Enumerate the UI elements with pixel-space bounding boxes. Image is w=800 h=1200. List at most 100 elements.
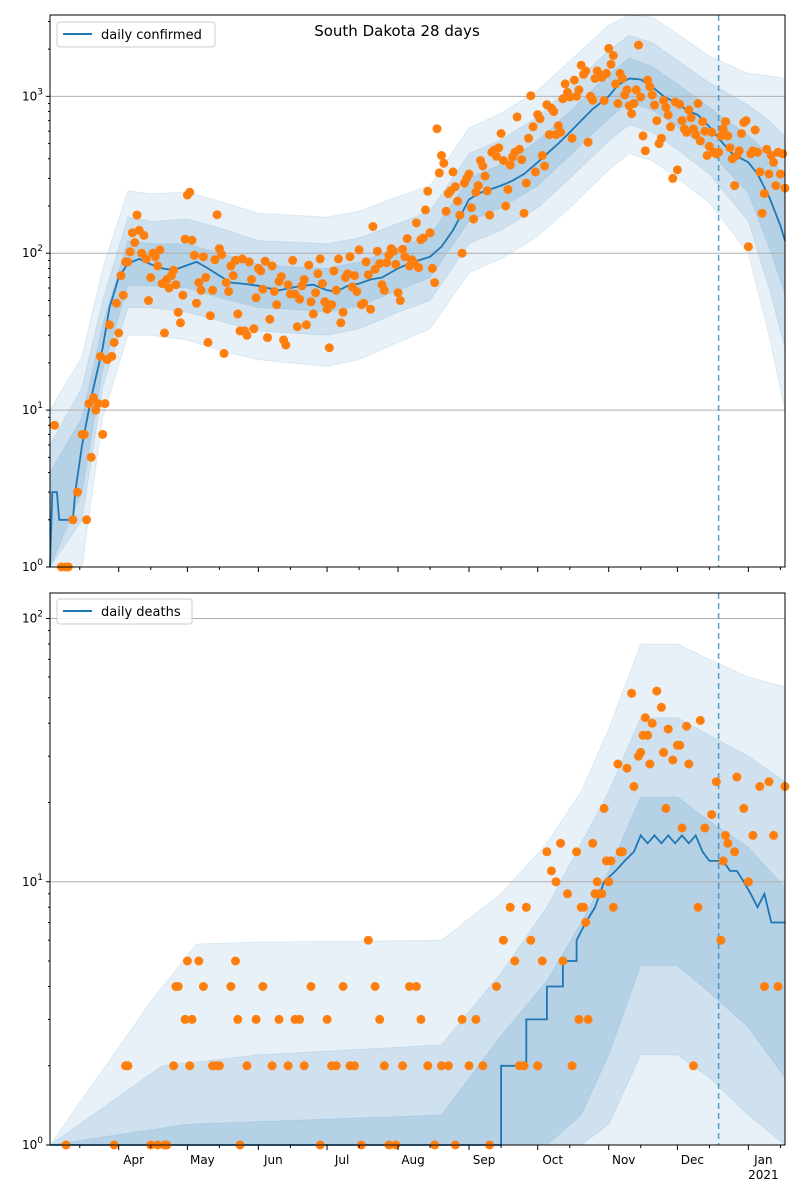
chart-1-data-point (775, 169, 785, 179)
chart-2-data-point (471, 1014, 481, 1024)
chart-2-data-point (773, 982, 783, 991)
chart-1-data-point (265, 314, 275, 324)
chart-1-data-point (173, 307, 183, 317)
chart-2-data-point (739, 803, 749, 813)
chart-1-data-point (466, 203, 476, 213)
chart-1-data-point (366, 304, 376, 314)
chart-2-data-point (627, 688, 637, 698)
chart-1-data-point (659, 96, 669, 106)
chart-1-data-point (537, 151, 547, 160)
chart-1-data-point (421, 205, 430, 215)
chart-1-legend-box (56, 21, 216, 48)
chart-1-data-point (453, 196, 463, 206)
chart-1-data-point (734, 146, 744, 156)
chart-2-x-tick-label: Aug (401, 1153, 424, 1167)
chart-1-data-point (521, 178, 531, 188)
chart-1-data-point (517, 155, 527, 165)
chart-1-data-point (198, 252, 208, 262)
chart-2-data-point (718, 856, 728, 866)
chart-1-data-point (208, 285, 218, 295)
chart-1-data-point (762, 144, 772, 154)
chart-1-data-point (753, 147, 762, 157)
chart-2-band-outer (49, 643, 786, 1146)
chart-2-data-point (682, 721, 691, 731)
chart-2-data-point (443, 1061, 453, 1071)
chart-1-data-point (283, 280, 293, 290)
chart-1-data-point (427, 263, 437, 273)
chart-1-data-point (581, 66, 591, 76)
chart-1-data-point (228, 271, 238, 281)
chart-1-data-point (73, 487, 82, 497)
chart-2-data-point (574, 1014, 584, 1024)
chart-1-data-point (691, 130, 701, 140)
chart-1-data-point (311, 288, 321, 298)
chart-1-data-point (604, 43, 614, 53)
chart-1-data-point (50, 420, 60, 430)
chart-1-data-point (361, 257, 371, 267)
chart-1-data-point (153, 261, 163, 271)
chart-1-data-point (457, 248, 467, 258)
chart-2-data-point (416, 1014, 426, 1024)
chart-1-data-point (750, 125, 760, 135)
chart-2-data-point (645, 759, 655, 769)
chart-2-data-point (180, 1014, 190, 1024)
chart-1-data-point (652, 116, 662, 126)
chart-1-data-point (144, 296, 153, 305)
chart-2-data-point (542, 847, 552, 857)
chart-2-data-point (370, 982, 380, 991)
chart-1-data-point (201, 273, 211, 282)
chart-1-data-point (382, 258, 392, 268)
chart-1-data-point (757, 208, 767, 218)
chart-1-data-point (558, 94, 568, 104)
chart-2-data-point (684, 759, 694, 769)
chart-1-data-point (258, 284, 268, 294)
chart-1-data-point (535, 114, 545, 124)
chart-1: 100 101 102 103 South Dakota 28 days daily … (22, 14, 790, 574)
chart-1-data-point (194, 278, 204, 288)
chart-2-data-point (567, 1061, 577, 1071)
chart-1-data-point (638, 131, 648, 141)
chart-1-data-point (629, 99, 639, 108)
chart-2-data-point (597, 889, 607, 899)
chart-2-data-point (258, 982, 268, 991)
chart-1-data-point (498, 156, 508, 165)
chart-1-data-point (210, 255, 220, 265)
chart-1-legend-label: daily confirmed (101, 28, 202, 43)
chart-2-data-point (464, 1061, 474, 1071)
chart-1-data-point (338, 307, 348, 317)
chart-2-data-point (231, 956, 240, 966)
chart-1-data-point (485, 210, 495, 220)
chart-2-data-point (519, 1061, 529, 1071)
chart-1-data-point (695, 136, 705, 146)
chart-1-data-point (482, 186, 492, 196)
chart-1-data-point (109, 337, 119, 347)
chart-1-data-point (769, 157, 779, 167)
chart-1-data-point (249, 324, 259, 334)
chart-2-data-point (546, 866, 556, 876)
chart-1-data-point (111, 298, 121, 308)
chart-2-data-point (716, 935, 726, 945)
chart-1-data-point (105, 320, 114, 330)
chart-1-data-point (269, 287, 279, 296)
chart-2-data-point (457, 1014, 467, 1024)
chart-1-data-point (524, 133, 534, 143)
chart-1-data-point (682, 127, 691, 137)
chart-1-data-point (127, 228, 137, 238)
chart-1-data-point (693, 99, 703, 108)
chart-2-data-point (636, 747, 646, 757)
chart-1-data-point (650, 100, 659, 110)
chart-2-data-point (551, 877, 561, 887)
chart-2-data-point (185, 1061, 195, 1071)
chart-2-data-point (187, 1014, 197, 1024)
chart-2-data-point (613, 759, 623, 769)
chart-2-data-point (661, 803, 671, 813)
chart-1-data-point (766, 151, 776, 160)
chart-2-x-tick-label: Jul (334, 1153, 349, 1167)
chart-1-data-point (755, 167, 765, 177)
chart-1-data-point (125, 247, 135, 257)
chart-1-data-point (455, 210, 465, 220)
chart-1-data-point (668, 173, 678, 183)
chart-1-data-point (224, 287, 234, 296)
chart-2-data-point (306, 982, 316, 991)
